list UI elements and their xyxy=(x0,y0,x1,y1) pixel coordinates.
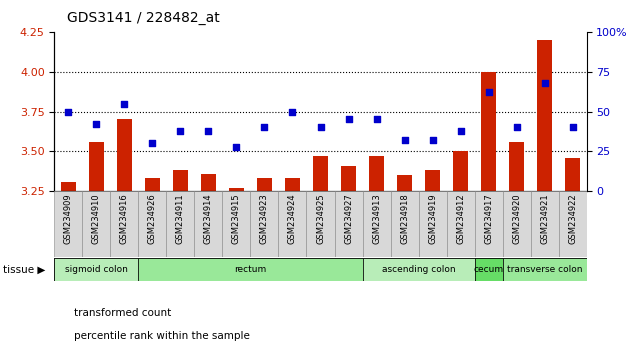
Point xyxy=(455,128,465,133)
Text: GSM234923: GSM234923 xyxy=(260,193,269,244)
Bar xyxy=(397,175,412,191)
Bar xyxy=(474,258,503,281)
Text: GSM234926: GSM234926 xyxy=(148,193,157,244)
Bar xyxy=(363,258,474,281)
Bar xyxy=(54,191,83,257)
Bar xyxy=(531,191,558,257)
Text: GSM234915: GSM234915 xyxy=(232,193,241,244)
Point xyxy=(63,109,74,114)
Bar xyxy=(537,40,552,191)
Point xyxy=(483,90,494,95)
Point xyxy=(119,101,129,106)
Bar xyxy=(201,174,216,191)
Text: GSM234924: GSM234924 xyxy=(288,193,297,244)
Bar xyxy=(167,191,194,257)
Bar xyxy=(369,156,384,191)
Text: GSM234912: GSM234912 xyxy=(456,193,465,244)
Text: GSM234922: GSM234922 xyxy=(568,193,577,244)
Bar xyxy=(257,178,272,191)
Text: tissue ▶: tissue ▶ xyxy=(3,265,46,275)
Bar xyxy=(313,156,328,191)
Bar xyxy=(509,142,524,191)
Text: percentile rank within the sample: percentile rank within the sample xyxy=(74,331,249,341)
Text: GSM234913: GSM234913 xyxy=(372,193,381,244)
Bar xyxy=(222,191,251,257)
Bar xyxy=(453,152,468,191)
Text: GSM234914: GSM234914 xyxy=(204,193,213,244)
Text: GSM234911: GSM234911 xyxy=(176,193,185,244)
Bar xyxy=(138,258,363,281)
Bar xyxy=(390,191,419,257)
Text: GSM234918: GSM234918 xyxy=(400,193,409,244)
Text: GSM234910: GSM234910 xyxy=(92,193,101,244)
Text: sigmoid colon: sigmoid colon xyxy=(65,266,128,274)
Text: GSM234916: GSM234916 xyxy=(120,193,129,244)
Point xyxy=(399,137,410,143)
Bar xyxy=(285,178,300,191)
Bar xyxy=(474,191,503,257)
Bar xyxy=(110,191,138,257)
Bar xyxy=(425,170,440,191)
Bar xyxy=(306,191,335,257)
Bar xyxy=(335,191,363,257)
Point xyxy=(428,137,438,143)
Text: transformed count: transformed count xyxy=(74,308,171,318)
Bar xyxy=(363,191,390,257)
Text: GSM234920: GSM234920 xyxy=(512,193,521,244)
Text: transverse colon: transverse colon xyxy=(507,266,582,274)
Text: ascending colon: ascending colon xyxy=(381,266,455,274)
Bar xyxy=(145,178,160,191)
Text: GDS3141 / 228482_at: GDS3141 / 228482_at xyxy=(67,11,220,25)
Bar xyxy=(89,142,104,191)
Bar xyxy=(194,191,222,257)
Bar xyxy=(503,258,587,281)
Text: GSM234919: GSM234919 xyxy=(428,193,437,244)
Bar xyxy=(341,166,356,191)
Bar xyxy=(229,188,244,191)
Point xyxy=(92,121,102,127)
Text: GSM234921: GSM234921 xyxy=(540,193,549,244)
Point xyxy=(512,125,522,130)
Bar xyxy=(419,191,447,257)
Text: GSM234927: GSM234927 xyxy=(344,193,353,244)
Point xyxy=(567,125,578,130)
Text: GSM234909: GSM234909 xyxy=(64,193,73,244)
Bar xyxy=(503,191,531,257)
Text: cecum: cecum xyxy=(474,266,504,274)
Point xyxy=(539,80,549,86)
Bar xyxy=(138,191,167,257)
Text: GSM234925: GSM234925 xyxy=(316,193,325,244)
Point xyxy=(231,144,242,149)
Point xyxy=(260,125,270,130)
Bar xyxy=(447,191,474,257)
Bar xyxy=(54,258,138,281)
Bar xyxy=(251,191,278,257)
Bar xyxy=(278,191,306,257)
Bar xyxy=(61,182,76,191)
Point xyxy=(203,128,213,133)
Bar xyxy=(83,191,110,257)
Bar xyxy=(117,119,132,191)
Point xyxy=(147,141,158,146)
Bar xyxy=(565,158,580,191)
Point xyxy=(344,116,354,122)
Bar xyxy=(558,191,587,257)
Point xyxy=(176,128,186,133)
Text: GSM234917: GSM234917 xyxy=(484,193,493,244)
Text: rectum: rectum xyxy=(235,266,267,274)
Bar xyxy=(481,72,496,191)
Point xyxy=(371,116,381,122)
Bar xyxy=(173,170,188,191)
Point xyxy=(287,109,297,114)
Point xyxy=(315,125,326,130)
